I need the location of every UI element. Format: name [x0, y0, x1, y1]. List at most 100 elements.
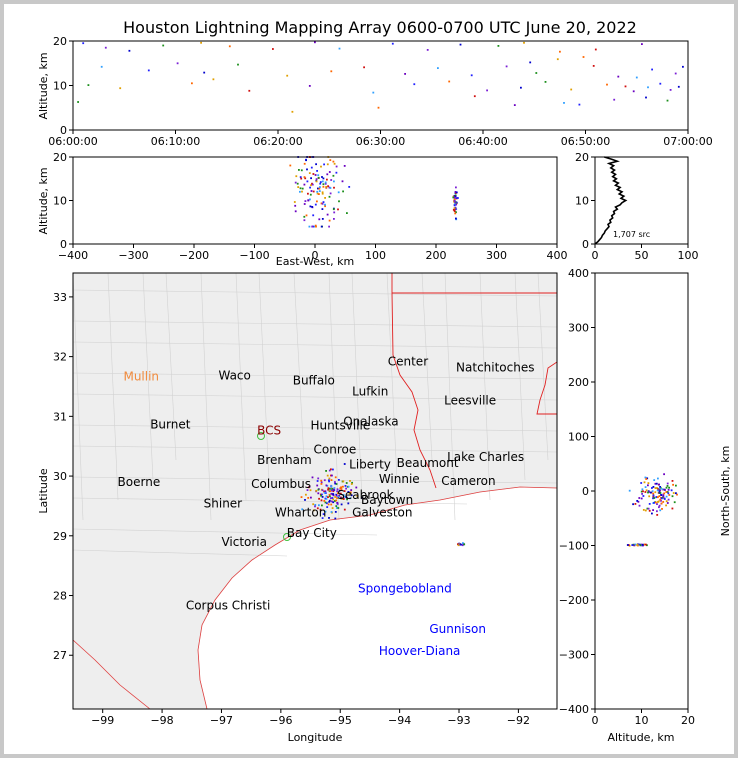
map-point [460, 543, 462, 546]
northsouth-point [658, 492, 661, 494]
map-point [325, 470, 327, 472]
time-axis-label: 06:00:00 [48, 135, 97, 148]
northsouth-point [631, 544, 634, 546]
map-point [343, 463, 346, 465]
northsouth-point [658, 487, 661, 490]
figure-title: Houston Lightning Mapping Array 0600-070… [123, 18, 637, 37]
map-point [306, 489, 309, 491]
county-line [73, 528, 378, 536]
city-label: Gunnison [429, 622, 486, 636]
map-point [328, 493, 331, 496]
eastwest-xaxis-label: 300 [486, 249, 507, 262]
eastwest-altitude-point [337, 191, 340, 194]
map-point [328, 469, 331, 472]
map-point [318, 504, 320, 507]
map-point [334, 511, 337, 513]
map-point [325, 498, 328, 500]
eastwest-altitude-point [303, 203, 306, 205]
map-point [321, 496, 324, 498]
time-altitude-point [520, 86, 522, 89]
northsouth-point [656, 487, 658, 489]
eastwest-altitude-point [301, 190, 303, 193]
time-altitude-point [237, 63, 239, 66]
northsouth-point [671, 495, 674, 498]
northsouth-point [636, 500, 639, 502]
eastwest-altitude-point [299, 176, 302, 178]
eastwest-altitude-point [311, 225, 314, 228]
map-point [334, 500, 336, 502]
county-line [444, 273, 456, 521]
map-point [323, 490, 325, 493]
map-point [342, 480, 345, 483]
ns-yaxis-label: −400 [559, 703, 589, 716]
eastwest-altitude-point [321, 191, 324, 194]
map-point [328, 499, 331, 502]
map-point [335, 483, 338, 485]
county-line [73, 497, 468, 505]
longitude-axis-label: −92 [507, 714, 530, 727]
eastwest-altitude-point [454, 195, 457, 198]
eastwest-altitude-point [305, 159, 307, 162]
eastwest-yaxis-label: 0 [60, 238, 67, 251]
map-point [344, 485, 347, 487]
northsouth-point [665, 504, 667, 507]
histogram-yaxis-label: 0 [582, 238, 589, 251]
time-altitude-point [330, 70, 333, 73]
time-altitude-ylabel: Altitude, km [37, 52, 50, 119]
map-point [330, 492, 333, 495]
eastwest-xaxis-label: 100 [365, 249, 386, 262]
map-point [320, 479, 323, 482]
map-point [324, 490, 327, 493]
time-altitude-point [645, 96, 647, 99]
northsouth-point [653, 479, 656, 481]
northsouth-point [653, 501, 655, 504]
plan-view-points [300, 463, 466, 547]
map-point [307, 497, 310, 499]
histogram-xaxis-label: 100 [678, 249, 699, 262]
eastwest-altitude-point [314, 203, 317, 206]
northsouth-point [656, 503, 658, 505]
city-label: Center [388, 355, 428, 369]
eastwest-altitude-point [452, 196, 455, 199]
eastwest-xaxis-label: −300 [118, 249, 148, 262]
time-altitude-point [426, 49, 429, 51]
map-point [332, 490, 335, 493]
eastwest-altitude-point [322, 177, 325, 180]
map-point [361, 496, 363, 499]
time-altitude-point [228, 45, 231, 48]
eastwest-altitude-point [318, 218, 321, 221]
eastwest-altitude-point [455, 217, 457, 220]
eastwest-altitude-point [453, 209, 456, 212]
map-point [332, 501, 335, 504]
eastwest-altitude-point [328, 186, 331, 189]
city-label: Hoover-Diana [379, 644, 461, 658]
eastwest-altitude-point [453, 204, 456, 207]
time-altitude-point [624, 85, 627, 88]
eastwest-altitude-point [300, 169, 303, 172]
eastwest-altitude-point [328, 195, 331, 198]
eastwest-altitude-point [453, 207, 456, 210]
time-altitude-point [100, 65, 103, 68]
state-border [391, 273, 557, 489]
eastwest-altitude-point [333, 162, 336, 165]
northsouth-point [634, 543, 637, 546]
time-altitude-point [641, 43, 643, 45]
eastwest-altitude-point [296, 182, 299, 185]
time-altitude-point [87, 84, 90, 86]
map-point [323, 492, 326, 494]
map-point [312, 509, 315, 512]
longitude-axis-label: −97 [210, 714, 233, 727]
map-point [335, 499, 338, 502]
map-point [330, 500, 333, 503]
county-line [73, 341, 557, 349]
eastwest-altitude-point [322, 185, 325, 188]
time-altitude-point [682, 65, 684, 68]
plan-view-frame [72, 272, 558, 710]
time-altitude-point [497, 45, 500, 47]
eastwest-altitude-point [303, 215, 306, 218]
northsouth-point [644, 476, 647, 479]
northsouth-point [651, 487, 653, 489]
eastwest-altitude-point [289, 164, 292, 167]
northsouth-point [642, 509, 645, 511]
map-point [342, 494, 345, 496]
